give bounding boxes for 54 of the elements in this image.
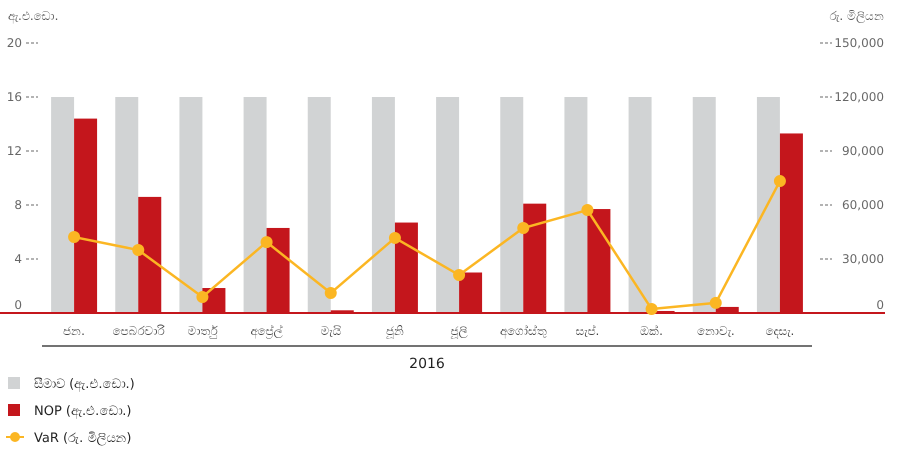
bar xyxy=(564,97,588,313)
y2-tick-label: 60,000 xyxy=(842,198,884,212)
point xyxy=(196,290,208,303)
y2-tick-label: 0 xyxy=(876,298,884,312)
y-tick-label: 12 xyxy=(6,144,22,158)
y-tick-label: 0 xyxy=(14,298,22,312)
x-tick-label: මැයි xyxy=(320,324,342,338)
y2-tick-label: 150,000 xyxy=(834,36,884,50)
x-tick-label: අප්‍රේල් xyxy=(250,324,283,339)
point xyxy=(388,232,401,244)
x-tick-label: දෙසැ. xyxy=(766,324,794,338)
point xyxy=(132,244,144,256)
legend-label: VaR (රු. මිලියන) xyxy=(34,431,132,446)
bar xyxy=(115,97,138,313)
bar xyxy=(308,97,331,313)
bar xyxy=(756,97,780,313)
legend-label: NOP (ඇ.එ.ඩො.) xyxy=(34,404,132,419)
bar xyxy=(51,97,74,313)
bar xyxy=(628,97,652,313)
point xyxy=(581,204,594,216)
y2-tick-label: 30,000 xyxy=(842,252,884,266)
bar xyxy=(500,97,524,313)
bar xyxy=(372,97,395,313)
x-tick-label: ඔක්. xyxy=(640,324,663,338)
point xyxy=(646,303,658,316)
bar xyxy=(692,97,716,313)
bar xyxy=(436,97,460,313)
point xyxy=(453,269,466,282)
point xyxy=(324,287,337,300)
y2-axis-title: රු. මිලියන xyxy=(829,9,884,24)
x-tick-label: අගෝස්තු xyxy=(500,324,547,339)
y-tick-label: 20 xyxy=(6,36,22,50)
x-tick-label: පෙබරවාරි xyxy=(112,324,166,338)
y-tick-label: 8 xyxy=(14,198,22,212)
x-tick-label: ජූනි xyxy=(386,324,404,339)
point xyxy=(260,236,273,248)
x-axis-title: 2016 xyxy=(409,356,445,372)
legend-label: සීමාව (ඇ.එ.ඩො.) xyxy=(34,377,135,392)
bar xyxy=(244,97,267,313)
y2-tick-label: 120,000 xyxy=(834,90,884,104)
y-tick-label: 16 xyxy=(6,90,22,104)
x-tick-label: සැප්. xyxy=(576,324,600,338)
x-tick-label: ජූලි xyxy=(450,324,468,339)
point xyxy=(517,222,530,234)
point xyxy=(774,175,786,188)
point xyxy=(710,296,722,309)
point xyxy=(68,231,80,244)
x-tick-label: නොවැ. xyxy=(696,324,735,338)
y-tick-label: 4 xyxy=(14,252,22,266)
y2-tick-label: 90,000 xyxy=(842,144,884,158)
x-tick-label: ජන. xyxy=(63,324,85,338)
x-tick-label: මාර්තු xyxy=(187,324,218,338)
bar xyxy=(179,97,202,313)
y-axis-title: ඇ.එ.ඩො. xyxy=(8,9,58,24)
